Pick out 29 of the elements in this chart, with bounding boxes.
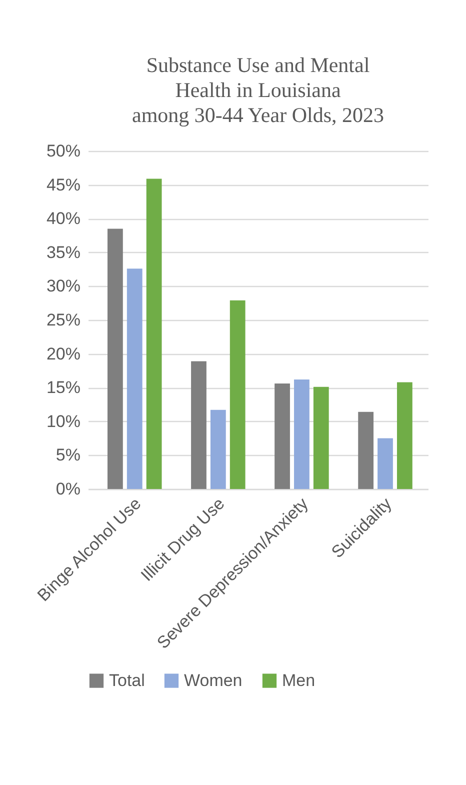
legend-label: Total bbox=[109, 670, 145, 690]
text: among 30-44 Year Olds, 2023 bbox=[132, 103, 384, 127]
y-tick-label: 35% bbox=[46, 242, 80, 262]
y-tick-label: 10% bbox=[46, 412, 80, 431]
bar bbox=[378, 438, 393, 489]
bar bbox=[313, 386, 329, 489]
bar bbox=[108, 228, 123, 489]
y-tick-label: 20% bbox=[46, 344, 80, 364]
bar bbox=[274, 384, 290, 489]
y-tick-label: 30% bbox=[46, 276, 80, 296]
bar bbox=[230, 300, 246, 489]
y-tick-label: 25% bbox=[46, 310, 80, 330]
y-tick-label: 0% bbox=[56, 480, 80, 498]
bar bbox=[294, 379, 310, 489]
y-tick-label: 50% bbox=[46, 142, 80, 160]
text: Health in Louisiana bbox=[175, 78, 341, 102]
y-tick-label: 5% bbox=[56, 446, 80, 465]
y-tick-label: 15% bbox=[46, 378, 80, 398]
bar bbox=[210, 410, 226, 489]
y-tick-label: 45% bbox=[46, 175, 80, 194]
bar bbox=[126, 268, 142, 489]
legend-label: Women bbox=[184, 670, 242, 690]
legend-label: Men bbox=[282, 670, 316, 690]
bar bbox=[191, 361, 206, 489]
text: Substance Use and Mental bbox=[146, 53, 370, 77]
bar bbox=[396, 382, 412, 489]
y-tick-label: 40% bbox=[46, 209, 80, 228]
bar bbox=[146, 178, 162, 489]
bar bbox=[358, 412, 374, 489]
